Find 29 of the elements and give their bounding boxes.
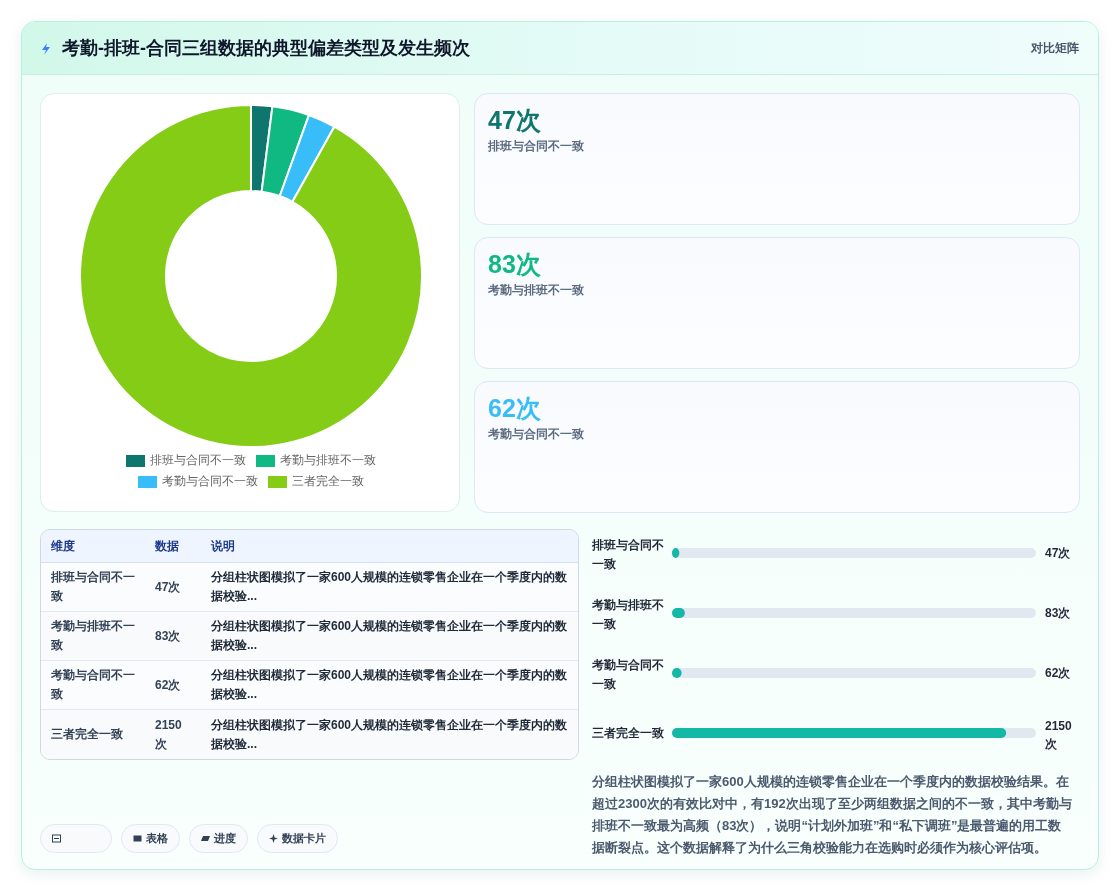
data-label: 62次	[1045, 665, 1072, 682]
text: 分组柱状图模拟了一家600人规模的连锁零售企业在一个季度内的数据校验结果。在超过2300次的有效比对中，有192次出现了至少两组数据之间的不一致，其中考勤与排班不一致最为高频（83次），说明“计划外加班”和“私下调班”是最普遍的用工数据断裂点。这个数据解释了为什么三角校验能力在选购时必须作为核心评估项。	[592, 773, 1073, 857]
category-label: 考勤与排班不一致	[488, 282, 584, 298]
donut-slice	[278, 114, 336, 203]
button: 数据卡片	[257, 824, 338, 853]
table-header: 维度 数据 说明	[41, 530, 578, 563]
legend-label: 排班与合同不一致	[150, 452, 246, 469]
category-label: 考勤与合同不一致	[488, 426, 584, 442]
data-label: 2150次	[1045, 718, 1073, 753]
category-label: 排班与合同不一致	[488, 138, 584, 154]
legend-label: 三者完全一致	[292, 473, 364, 490]
data-label: 47次	[1045, 545, 1072, 562]
donut-slice	[260, 105, 310, 198]
text: 83次	[488, 250, 541, 278]
category-label: 考勤与合同不一致	[51, 667, 136, 703]
category-label: 三者完全一致	[51, 726, 124, 743]
donut-slice	[79, 104, 423, 448]
y-tick-label: 考勤与合同不一致	[592, 657, 665, 693]
y-tick-label: 排班与合同不一致	[592, 537, 665, 573]
header-band: 考勤-排班-合同三组数据的典型偏差类型及发生频次 对比矩阵	[22, 22, 1098, 75]
data-label: 83次	[1045, 605, 1072, 622]
category-label: 排班与合同不一致	[51, 569, 136, 605]
legend-label: 考勤与合同不一致	[162, 473, 258, 490]
legend-label: 考勤与排班不一致	[280, 452, 376, 469]
text: 62次	[488, 394, 541, 422]
y-tick-label: 考勤与排班不一致	[592, 597, 665, 633]
category-label: 考勤与排班不一致	[51, 618, 136, 654]
y-tick-label: 三者完全一致	[592, 725, 665, 742]
text: 47次	[488, 106, 541, 134]
